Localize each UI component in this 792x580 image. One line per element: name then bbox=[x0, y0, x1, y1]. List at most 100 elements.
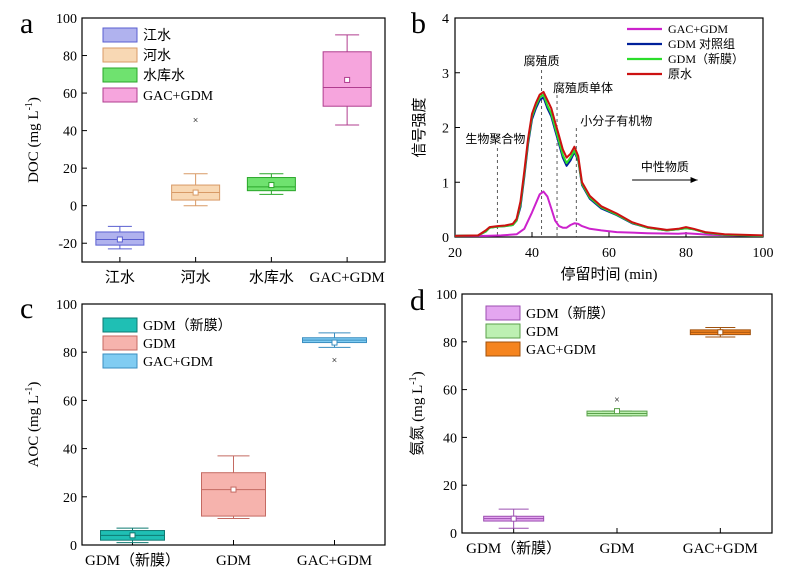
x-tick-label: 60 bbox=[602, 246, 616, 261]
annotation-label: 腐殖质 bbox=[524, 53, 560, 68]
y-tick-label: 100 bbox=[436, 288, 457, 303]
x-tick-label: GDM（新膜） bbox=[85, 552, 180, 569]
x-tick-label: 20 bbox=[448, 246, 462, 261]
legend-label: GDM bbox=[526, 325, 559, 340]
y-tick-label: 0 bbox=[70, 200, 77, 215]
y-tick-label: 80 bbox=[443, 336, 457, 351]
mean-marker bbox=[614, 408, 620, 415]
plot-frame bbox=[81, 17, 386, 263]
series-line bbox=[454, 90, 764, 237]
legend-swatch bbox=[102, 67, 138, 83]
x-tick-label: GAC+GDM bbox=[297, 553, 372, 569]
y-tick-label: 20 bbox=[63, 491, 77, 506]
outlier-point: × bbox=[614, 395, 620, 406]
mean-marker bbox=[192, 189, 199, 196]
mean-marker bbox=[717, 329, 724, 336]
y-tick-label: 60 bbox=[63, 394, 77, 409]
x-tick-label: GAC+GDM bbox=[310, 270, 385, 286]
x-tick-label: 100 bbox=[753, 246, 774, 261]
y-tick-label: 1 bbox=[442, 176, 449, 191]
panel-letter-d: d bbox=[410, 284, 425, 317]
annotation-arrowhead bbox=[690, 177, 698, 183]
mean-marker bbox=[268, 182, 275, 189]
mean-marker bbox=[230, 486, 237, 493]
panel-c-aoc-boxplot: 0 20 40 60 80 100 AOC (mg L-1) GDM（新膜） GDM GAC+GD… bbox=[24, 298, 386, 569]
legend-label: GAC+GDM bbox=[526, 343, 597, 358]
legend-label: GAC+GDM bbox=[143, 355, 214, 370]
legend-swatch bbox=[485, 341, 521, 357]
y-tick-label: 40 bbox=[443, 431, 457, 446]
y-tick-label: 0 bbox=[450, 527, 457, 542]
x-tick-label: GDM（新膜） bbox=[466, 540, 561, 557]
x-tick-label: 河水 bbox=[181, 269, 211, 286]
legend-swatch bbox=[102, 353, 138, 369]
y-tick-label: 4 bbox=[442, 12, 449, 27]
legend-label: GDM（新膜） bbox=[143, 318, 232, 334]
y-tick-label: 100 bbox=[56, 12, 77, 27]
panel-letter-c: c bbox=[20, 292, 33, 325]
annotation-label: 中性物质 bbox=[641, 159, 689, 174]
y-axis-label: AOC (mg L-1) bbox=[24, 382, 42, 468]
x-tick-label: GDM bbox=[216, 553, 251, 569]
y-tick-label: 20 bbox=[443, 479, 457, 494]
y-tick-label: 40 bbox=[63, 125, 77, 140]
mean-marker bbox=[331, 339, 338, 346]
y-tick-label: 100 bbox=[56, 298, 77, 313]
legend-label: GDM（新膜） bbox=[526, 306, 615, 322]
legend-label: GDM bbox=[143, 337, 176, 352]
annotation-label: 腐殖质单体 bbox=[553, 80, 613, 95]
legend-swatch bbox=[102, 27, 138, 43]
legend-label: GDM（新膜） bbox=[668, 51, 744, 66]
mean-marker bbox=[510, 515, 517, 522]
legend-swatch bbox=[485, 305, 521, 321]
legend-swatch bbox=[102, 335, 138, 351]
y-axis-label: 氨氮 (mg L-1) bbox=[408, 371, 426, 455]
x-tick-label: 40 bbox=[525, 246, 539, 261]
panel-letter-a: a bbox=[20, 7, 33, 40]
y-tick-label: 60 bbox=[63, 87, 77, 102]
y-tick-label: 80 bbox=[63, 346, 77, 361]
x-axis-label: 停留时间 (min) bbox=[560, 266, 657, 283]
legend-swatch bbox=[485, 323, 521, 339]
y-axis-label: 信号强度 bbox=[411, 97, 428, 157]
legend-label: 原水 bbox=[668, 67, 692, 81]
outlier-point: × bbox=[193, 115, 199, 126]
panel-letter-b: b bbox=[411, 7, 426, 40]
y-tick-label: 0 bbox=[442, 231, 449, 246]
panel-d-ammonia-boxplot: 0 20 40 60 80 100 氨氮 (mg L-1) GDM（新膜） GDM × GAC+GD… bbox=[408, 288, 773, 557]
legend-label: GAC+GDM bbox=[668, 22, 728, 36]
box bbox=[201, 472, 266, 517]
annotation-label: 生物聚合物 bbox=[465, 131, 525, 146]
legend-label: 河水 bbox=[143, 48, 171, 64]
y-tick-label: 0 bbox=[70, 539, 77, 554]
mean-marker bbox=[344, 76, 351, 83]
legend-label: GAC+GDM bbox=[143, 89, 214, 104]
series-line bbox=[455, 190, 764, 237]
panel-b-chromatogram: 20 40 60 80 100 0 1 2 3 4 停留时间 (min) 信号强度生物聚合物 腐殖质腐殖… bbox=[411, 12, 774, 283]
y-tick-label: 40 bbox=[63, 443, 77, 458]
legend-label: 江水 bbox=[143, 28, 171, 44]
legend-swatch bbox=[102, 317, 138, 333]
y-axis-label: DOC (mg L-1) bbox=[24, 97, 42, 183]
y-tick-label: -20 bbox=[58, 237, 77, 252]
x-tick-label: 水库水 bbox=[249, 269, 294, 286]
x-tick-label: 80 bbox=[679, 246, 693, 261]
x-tick-label: GDM bbox=[599, 541, 634, 557]
legend-swatch bbox=[102, 87, 138, 103]
y-tick-label: 20 bbox=[63, 162, 77, 177]
outlier-point: × bbox=[332, 355, 338, 366]
annotation-label: 小分子有机物 bbox=[580, 114, 652, 128]
legend-swatch bbox=[102, 47, 138, 63]
x-tick-label: GAC+GDM bbox=[683, 541, 758, 557]
mean-marker bbox=[129, 532, 136, 539]
legend-label: GDM 对照组 bbox=[668, 37, 735, 51]
y-tick-label: 60 bbox=[443, 384, 457, 399]
x-tick-label: 江水 bbox=[105, 269, 135, 286]
y-tick-label: 80 bbox=[63, 50, 77, 65]
legend-label: 水库水 bbox=[143, 68, 185, 84]
mean-marker bbox=[116, 236, 123, 243]
y-tick-label: 2 bbox=[442, 122, 449, 137]
y-tick-label: 3 bbox=[442, 67, 449, 82]
